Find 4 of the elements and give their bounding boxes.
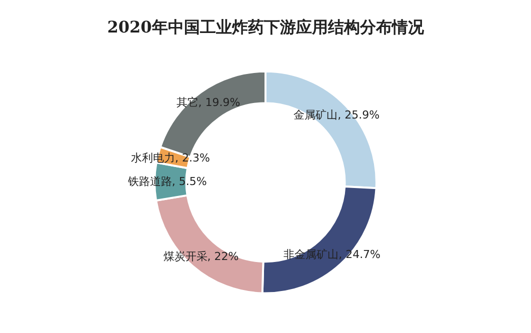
slice-label: 金属矿山, 25.9%	[294, 108, 380, 122]
slice-label: 其它, 19.9%	[176, 96, 240, 110]
chart-title: 2020年中国工业炸药下游应用结构分布情况	[107, 18, 425, 36]
slice-label: 煤炭开采, 22%	[163, 250, 239, 263]
